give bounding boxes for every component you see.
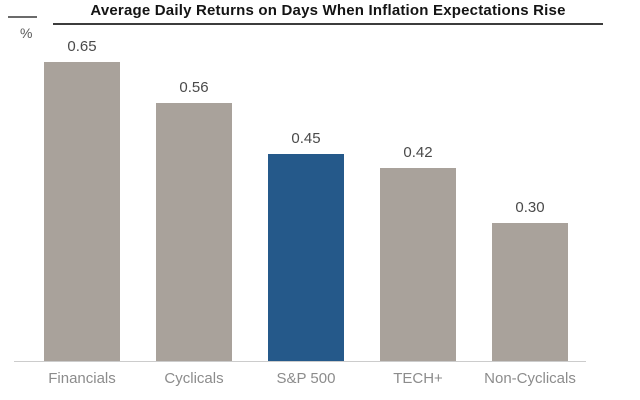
bar-column-financials: 0.65 — [44, 38, 120, 361]
category-label-financials: Financials — [48, 370, 116, 387]
bar-value-label: 0.42 — [403, 144, 433, 161]
category-label-cyclicals: Cyclicals — [164, 370, 224, 387]
y-axis-unit-label: % — [20, 25, 33, 41]
bar-financials — [44, 62, 120, 361]
x-axis-line — [14, 361, 586, 362]
bar-column-tech-: 0.42 — [380, 144, 456, 361]
category-label-s-p-500: S&P 500 — [276, 370, 336, 387]
bar-value-label: 0.45 — [291, 130, 321, 147]
chart-title: Average Daily Returns on Days When Infla… — [53, 2, 603, 25]
bar-tech- — [380, 168, 456, 361]
bar-column-cyclicals: 0.56 — [156, 79, 232, 361]
bar-value-label: 0.56 — [179, 79, 209, 96]
bar-value-label: 0.30 — [515, 199, 545, 216]
bar-column-non-cyclicals: 0.30 — [492, 199, 568, 361]
category-labels-row: Financials Cyclicals S&P 500 TECH+ Non-Cycli… — [44, 370, 576, 387]
bar-column-s-p-500: 0.45 — [268, 130, 344, 361]
category-label-non-cyclicals: Non-Cyclicals — [484, 370, 576, 387]
bars-row: 0.65 0.56 0.45 0.42 0.30 — [44, 38, 568, 361]
top-left-tick-line — [8, 16, 37, 18]
category-label-tech-: TECH+ — [393, 370, 443, 387]
bar-cyclicals — [156, 103, 232, 361]
bar-s-p-500 — [268, 154, 344, 361]
bar-non-cyclicals — [492, 223, 568, 361]
bar-value-label: 0.65 — [67, 38, 97, 55]
